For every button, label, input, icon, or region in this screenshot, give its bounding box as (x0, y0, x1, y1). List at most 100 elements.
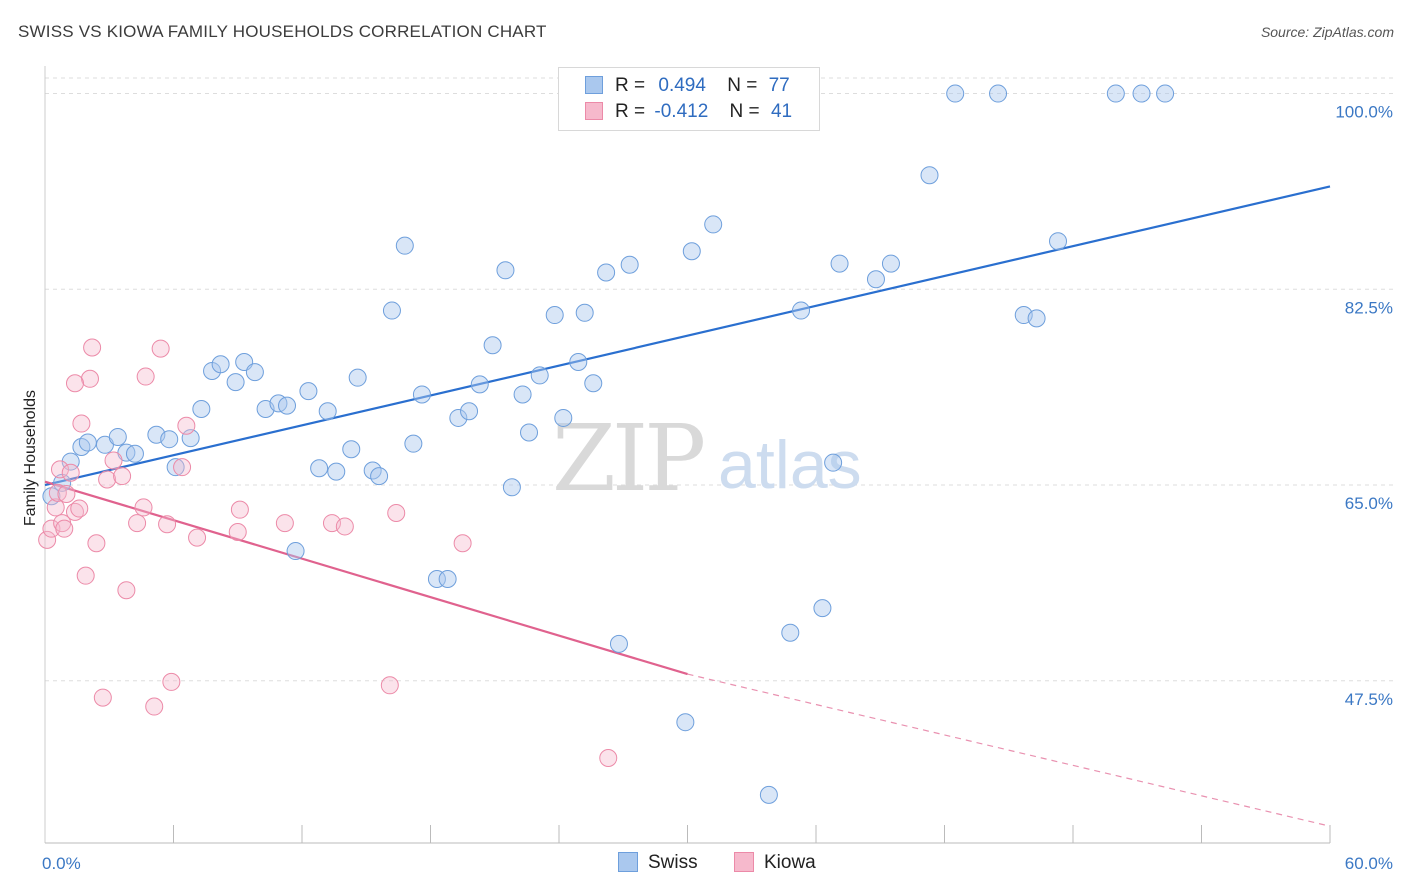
swiss-point (609, 634, 628, 653)
swiss-point (704, 215, 723, 234)
swiss-point (824, 453, 843, 472)
swiss-point (502, 478, 521, 497)
source-label: Source: ZipAtlas.com (1260, 24, 1394, 40)
swiss-point (830, 254, 849, 273)
kiowa-point (42, 519, 61, 538)
swiss-point (245, 363, 264, 382)
watermark-atlas: atlas (718, 427, 862, 503)
kiowa-point (173, 458, 192, 477)
kiowa-point (134, 498, 153, 517)
axes-layer: 100.0% 82.5% 65.0% 47.5% 0.0% 60.0% (42, 66, 1393, 873)
swiss-point (584, 374, 603, 393)
swiss-point (395, 236, 414, 255)
kiowa-point (87, 534, 106, 553)
swiss-point (946, 84, 965, 103)
kiowa-legend-swatch (734, 852, 754, 872)
chart-title: SWISS VS KIOWA FAMILY HOUSEHOLDS CORRELA… (18, 22, 547, 41)
swiss-swatch (585, 76, 603, 94)
swiss-point (286, 542, 305, 561)
swiss-point (676, 713, 695, 732)
grid-layer (45, 77, 1395, 682)
swiss-point (1106, 84, 1125, 103)
swiss-point (318, 402, 337, 421)
kiowa-point (61, 463, 80, 482)
swiss-point (881, 254, 900, 273)
swiss-r-label: R = (615, 75, 646, 96)
swiss-r-value: 0.494 (658, 75, 706, 96)
swiss-point (620, 255, 639, 274)
swiss-point (530, 366, 549, 385)
kiowa-point (599, 748, 618, 767)
swiss-point (920, 166, 939, 185)
kiowa-point (228, 523, 247, 542)
watermark-zip: ZIP (552, 405, 703, 512)
legend-row-swiss: R = 0.494 N = 77 (585, 75, 790, 101)
swiss-point (160, 430, 179, 449)
swiss-point (211, 355, 230, 374)
kiowa-point (162, 672, 181, 691)
swiss-point (327, 462, 346, 481)
kiowa-point (80, 369, 99, 388)
swiss-n-label: N = (727, 75, 758, 96)
swiss-point (125, 444, 144, 463)
watermark: ZIP atlas (552, 405, 862, 512)
kiowa-r-label: R = (615, 101, 646, 122)
legend-item-kiowa[interactable]: Kiowa (734, 852, 816, 874)
trend-layer (44, 185, 1331, 827)
swiss-point (192, 399, 211, 418)
y-tick-label: 100.0% (1335, 103, 1393, 122)
legend-item-swiss[interactable]: Swiss (618, 852, 698, 874)
swiss-point (382, 301, 401, 320)
kiowa-point (57, 485, 76, 504)
kiowa-point (55, 519, 74, 538)
kiowa-point (83, 338, 102, 357)
kiowa-point (188, 528, 207, 547)
swiss-point (554, 408, 573, 427)
kiowa-point (46, 498, 65, 517)
kiowa-point (230, 500, 249, 519)
x-tick-label-max: 60.0% (1345, 854, 1393, 873)
swiss-legend-swatch (618, 852, 638, 872)
kiowa-legend-label: Kiowa (764, 852, 816, 873)
swiss-point (545, 306, 564, 325)
swiss-point (569, 353, 588, 372)
y-axis-label: Family Households (22, 390, 39, 526)
swiss-point (348, 368, 367, 387)
swiss-point (792, 301, 811, 320)
swiss-point (226, 373, 245, 392)
swiss-point (108, 427, 127, 446)
kiowa-point (128, 514, 147, 533)
x-tick-label-min: 0.0% (42, 854, 81, 873)
kiowa-point (158, 515, 177, 534)
kiowa-point (145, 697, 164, 716)
swiss-point (370, 467, 389, 486)
kiowa-point (177, 416, 196, 435)
swiss-point (597, 263, 616, 282)
swiss-point (813, 599, 832, 618)
swiss-point (470, 375, 489, 394)
swiss-point (460, 402, 479, 421)
swiss-point (299, 382, 318, 401)
kiowa-point (93, 688, 112, 707)
swiss-point (412, 385, 431, 404)
kiowa-point (113, 467, 132, 486)
swiss-point (575, 303, 594, 322)
kiowa-point (380, 676, 399, 695)
kiowa-point (72, 414, 91, 433)
kiowa-trend-line (44, 480, 688, 676)
kiowa-point (65, 374, 84, 393)
kiowa-n-label: N = (729, 101, 760, 122)
points-layer (38, 84, 1175, 804)
swiss-n-value: 77 (768, 75, 790, 96)
swiss-point (342, 440, 361, 459)
swiss-point (781, 623, 800, 642)
swiss-trend-line (44, 185, 1331, 487)
swiss-point (278, 396, 297, 415)
kiowa-n-value: 41 (770, 101, 793, 122)
kiowa-point (136, 367, 155, 386)
kiowa-swatch (585, 102, 603, 120)
swiss-point (1049, 232, 1068, 251)
swiss-point (1027, 309, 1046, 328)
kiowa-point (98, 470, 117, 489)
